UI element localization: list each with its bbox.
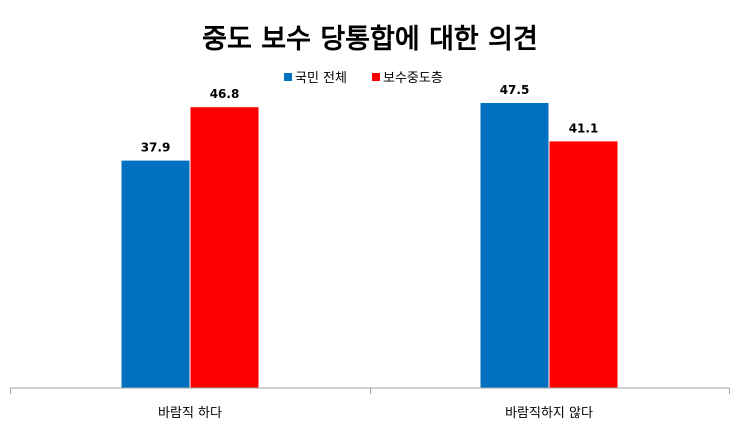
legend-label-1: 보수중도층	[383, 71, 443, 86]
bar-1-0	[480, 103, 549, 388]
bar-0-1	[190, 107, 259, 388]
category-label-0: 바람직 하다	[158, 406, 222, 421]
data-label-1-1: 41.1	[569, 121, 599, 135]
legend-label-0: 국민 전체	[295, 71, 347, 86]
legend-swatch-1	[372, 73, 380, 81]
legend-swatch-0	[284, 73, 292, 81]
legend: 국민 전체 보수중도층	[284, 71, 443, 86]
bar-1-1	[549, 141, 618, 388]
data-label-0-1: 46.8	[210, 87, 240, 101]
chart-title: 중도 보수 당통합에 대한 의견	[202, 24, 538, 55]
data-label-1-0: 47.5	[500, 83, 530, 97]
category-label-1: 바람직하지 않다	[505, 406, 593, 421]
bar-0-0	[121, 160, 190, 388]
data-label-0-0: 37.9	[141, 141, 171, 155]
plot-area: 37.9 46.8 47.5 41.1	[121, 83, 618, 388]
